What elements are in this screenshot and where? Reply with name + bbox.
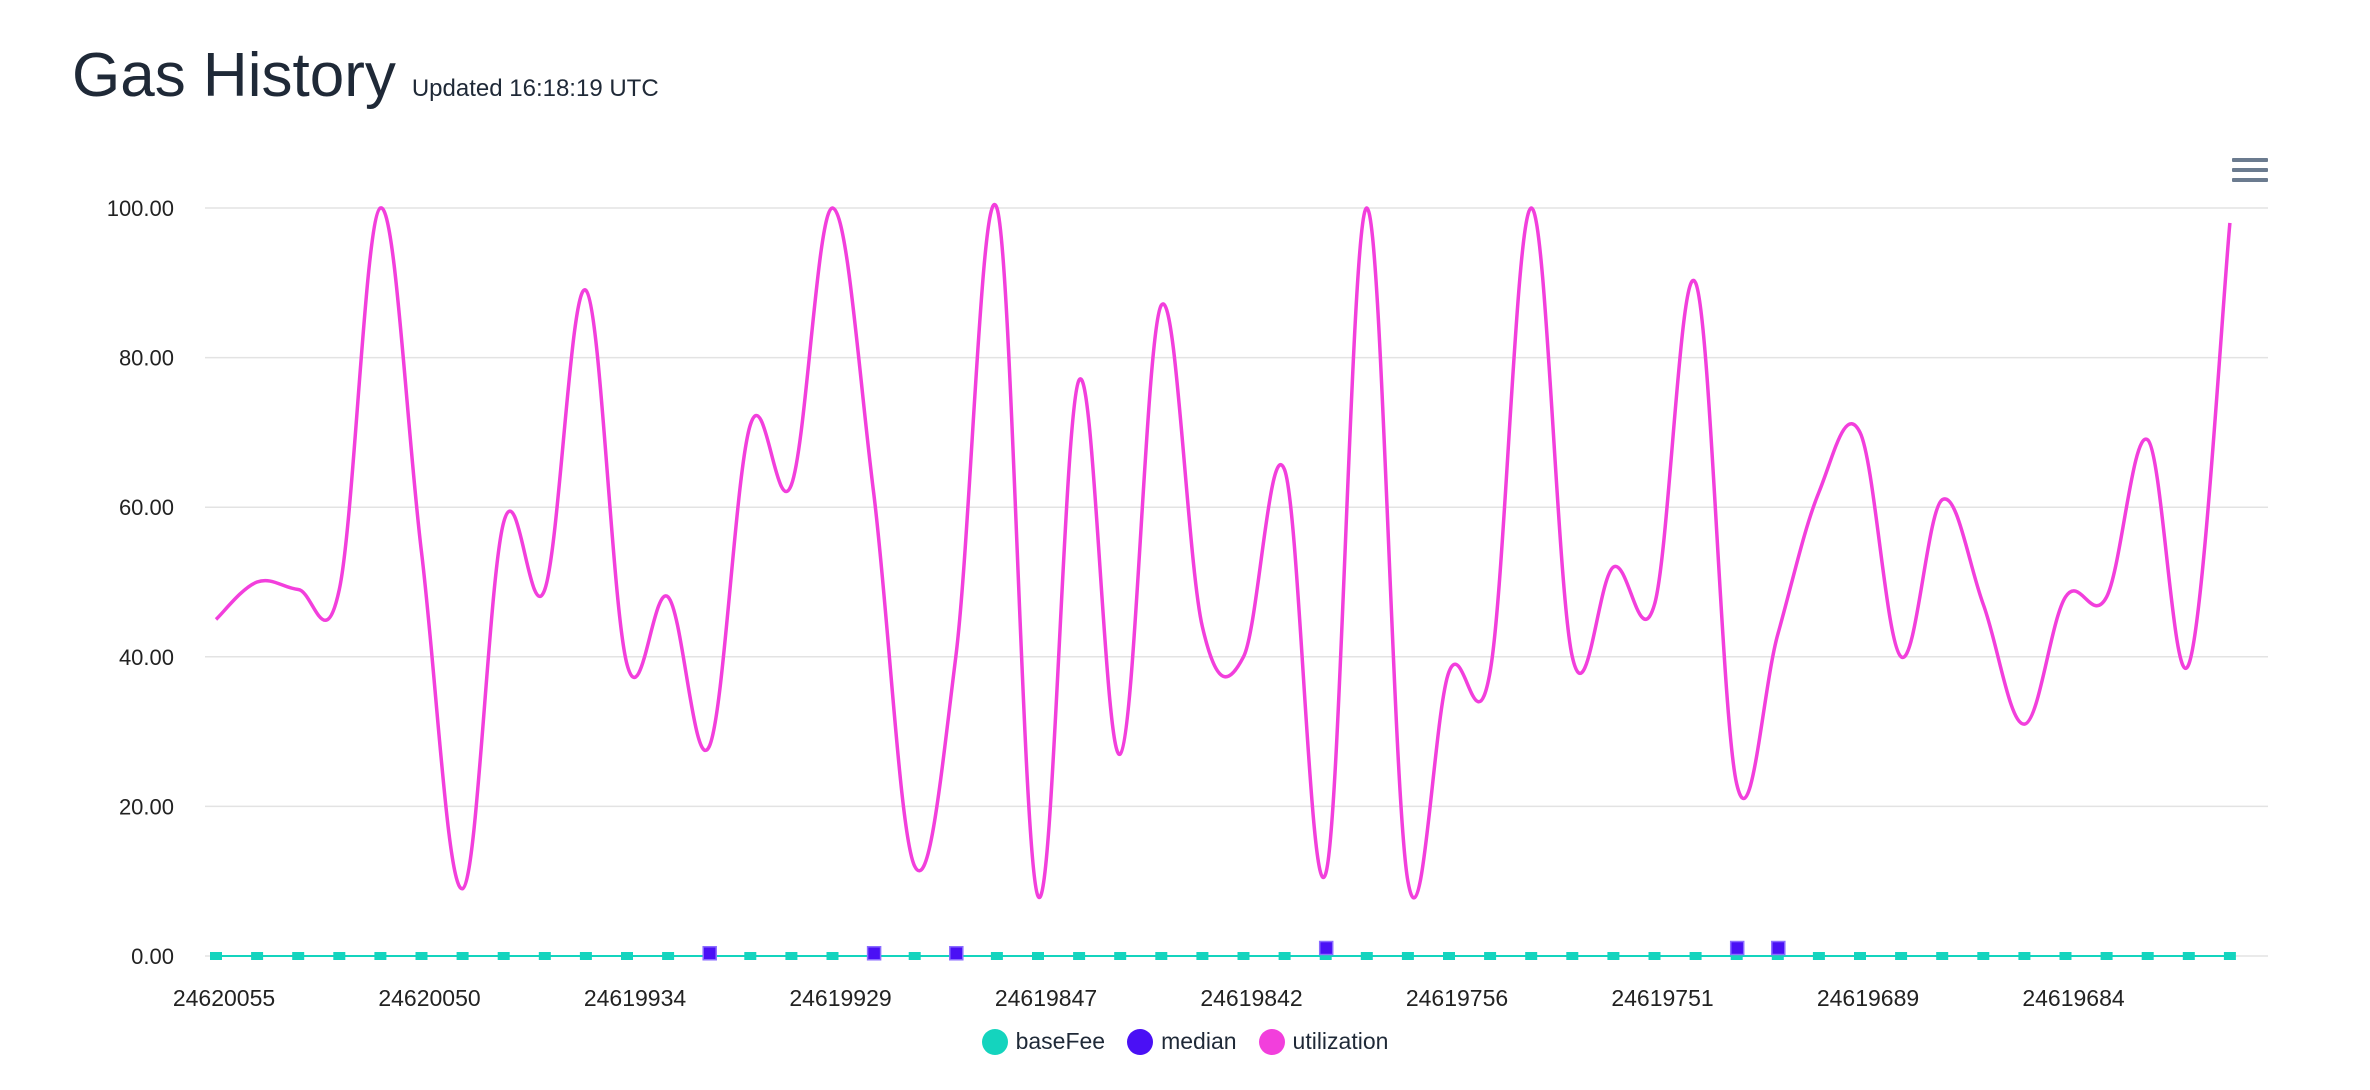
basefee-point (538, 952, 551, 960)
basefee-point (1196, 952, 1209, 960)
basefee-point (2059, 952, 2072, 960)
x-tick-label: 24619689 (1817, 985, 1919, 1011)
legend-item-utilization[interactable]: utilization (1258, 1028, 1389, 1055)
basefee-point (2100, 952, 2113, 960)
x-tick-label: 24620050 (378, 985, 480, 1011)
basefee-point (1155, 952, 1168, 960)
legend-item-median[interactable]: median (1127, 1028, 1237, 1055)
median-point (1318, 940, 1334, 956)
x-tick-label: 24619842 (1200, 985, 1302, 1011)
median-point (1771, 940, 1786, 956)
legend-marker-utilization (1258, 1028, 1285, 1055)
basefee-point (990, 952, 1003, 960)
y-tick-label: 40.00 (119, 645, 174, 670)
basefee-point (497, 952, 510, 960)
x-tick-label: 24619751 (1611, 985, 1713, 1011)
median-point (866, 946, 882, 961)
basefee-point (1607, 952, 1620, 960)
basefee-point (744, 952, 757, 960)
basefee-point (1114, 952, 1127, 960)
legend-label-utilization: utilization (1292, 1028, 1389, 1054)
x-tick-label: 24619929 (789, 985, 891, 1011)
basefee-point (1689, 952, 1702, 960)
legend-item-basefee[interactable]: baseFee (981, 1028, 1106, 1055)
basefee-point (2223, 952, 2236, 960)
basefee-point (662, 952, 675, 960)
legend-label-median: median (1161, 1028, 1237, 1054)
basefee-point (415, 952, 428, 960)
basefee-point (333, 952, 346, 960)
basefee-point (1237, 952, 1250, 960)
basefee-point (1854, 952, 1866, 960)
basefee-point (251, 952, 264, 960)
basefee-point (1525, 952, 1538, 960)
y-tick-label: 0.00 (131, 944, 174, 969)
basefee-point (785, 952, 798, 960)
basefee-point (826, 952, 839, 960)
y-tick-label: 20.00 (119, 794, 174, 819)
basefee-point (1073, 952, 1086, 960)
basefee-point (1730, 952, 1743, 960)
updated-timestamp: Updated 16:18:19 UTC (411, 75, 659, 102)
basefee-point (1648, 952, 1661, 960)
basefee-point (1771, 952, 1784, 960)
basefee-point (1278, 952, 1291, 960)
x-tick-label: 24620055 (173, 985, 275, 1011)
median-point (702, 946, 717, 961)
basefee-point (2018, 952, 2031, 960)
basefee-point (292, 952, 305, 960)
x-tick-label: 24619934 (584, 985, 687, 1011)
basefee-point (1032, 952, 1044, 960)
chart-legend: baseFee median utilization (0, 1028, 2370, 1055)
basefee-point (1401, 952, 1414, 960)
y-tick-label: 60.00 (119, 495, 174, 520)
basefee-point (1360, 952, 1373, 960)
basefee-point (1936, 952, 1949, 960)
basefee-point (1443, 952, 1455, 960)
page-title: Gas History (72, 41, 396, 110)
basefee-point (456, 952, 469, 960)
hamburger-menu-icon[interactable] (2232, 158, 2268, 188)
basefee-point (621, 952, 633, 960)
x-tick-label: 24619684 (2022, 985, 2125, 1011)
legend-marker-median (1127, 1028, 1154, 1055)
median-point (1729, 940, 1745, 956)
legend-marker-basefee (981, 1028, 1008, 1055)
basefee-point (2141, 952, 2154, 960)
basefee-point (908, 952, 921, 960)
y-tick-label: 80.00 (119, 346, 174, 371)
median-point (949, 946, 964, 961)
header: Gas History Updated 16:18:19 UTC (72, 40, 659, 111)
x-tick-label: 24619847 (995, 985, 1097, 1011)
basefee-point (1319, 952, 1332, 960)
basefee-point (579, 952, 592, 960)
basefee-point (1566, 952, 1579, 960)
y-tick-label: 100.00 (107, 196, 174, 221)
basefee-point (374, 952, 387, 960)
basefee-point (1977, 952, 1990, 960)
basefee-point (2182, 952, 2195, 960)
legend-label-basefee: baseFee (1015, 1028, 1106, 1054)
basefee-point (210, 952, 222, 960)
utilization-series-line (214, 202, 2232, 900)
basefee-point (1484, 952, 1497, 960)
basefee-point (1895, 952, 1908, 960)
basefee-point (1812, 952, 1825, 960)
x-tick-label: 24619756 (1406, 985, 1508, 1011)
